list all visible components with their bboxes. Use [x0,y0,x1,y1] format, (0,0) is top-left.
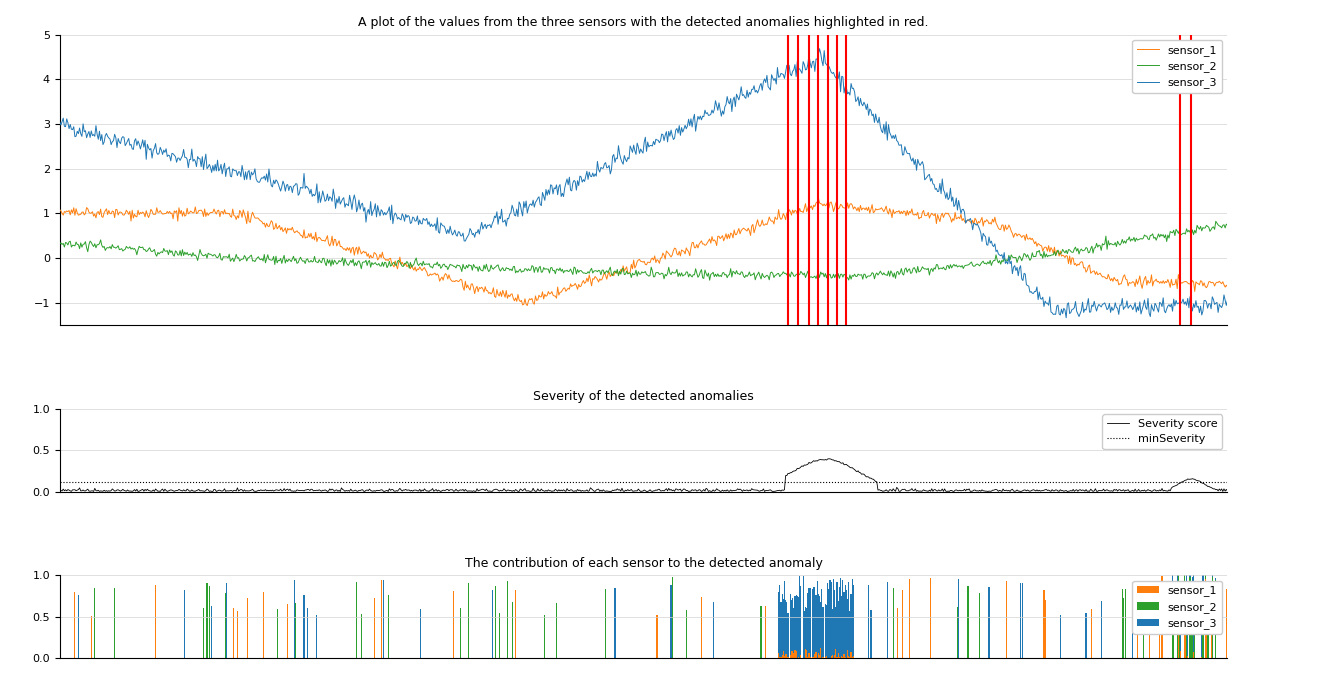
Legend: sensor_1, sensor_2, sensor_3: sensor_1, sensor_2, sensor_3 [1132,40,1222,93]
sensor_2 [524,261,540,270]
Line: Severity score: Severity score [60,459,1227,491]
Severity score [1220,487,1235,495]
Legend: sensor_1, sensor_2, sensor_3: sensor_1, sensor_2, sensor_3 [1132,581,1222,633]
Severity score [525,484,541,493]
sensor_3 [985,241,1001,249]
Severity score [821,455,837,463]
sensor_1 [965,216,981,225]
Legend: Severity score, minSeverity: Severity score, minSeverity [1103,414,1222,449]
minSeverity [53,477,69,486]
sensor_2 [855,275,871,283]
Severity score [567,486,583,495]
sensor_3 [1220,296,1235,304]
sensor_1 [52,205,68,213]
sensor_3 [1058,314,1074,322]
sensor_2 [1208,217,1223,225]
sensor_1 [525,299,541,307]
sensor_1 [1220,283,1235,291]
Title: Severity of the detected anomalies: Severity of the detected anomalies [533,390,754,403]
sensor_3 [812,44,828,53]
Title: A plot of the values from the three sensors with the detected anomalies highligh: A plot of the values from the three sens… [358,17,929,29]
Line: sensor_3: sensor_3 [60,49,1227,318]
sensor_1 [519,301,535,310]
sensor_2 [702,276,718,284]
sensor_2 [963,258,979,266]
sensor_2 [52,240,68,248]
sensor_3 [855,102,871,110]
sensor_2 [1220,221,1235,229]
Line: sensor_2: sensor_2 [60,221,1227,280]
sensor_1 [171,204,187,212]
sensor_3 [963,218,979,226]
sensor_2 [567,263,583,271]
Title: The contribution of each sensor to the detected anomaly: The contribution of each sensor to the d… [464,557,823,570]
sensor_3 [171,154,187,162]
sensor_2 [985,258,1001,266]
Severity score [965,487,981,495]
minSeverity [52,477,68,486]
sensor_3 [524,202,540,210]
sensor_2 [171,251,187,259]
sensor_1 [856,204,872,212]
Severity score [986,486,1002,494]
sensor_1 [567,279,583,288]
Severity score [171,485,187,493]
sensor_1 [986,218,1002,227]
sensor_3 [52,118,68,126]
Severity score [413,487,429,495]
Severity score [52,485,68,493]
Severity score [856,470,872,478]
sensor_1 [811,194,827,202]
sensor_3 [567,176,583,184]
Line: sensor_1: sensor_1 [60,198,1227,306]
